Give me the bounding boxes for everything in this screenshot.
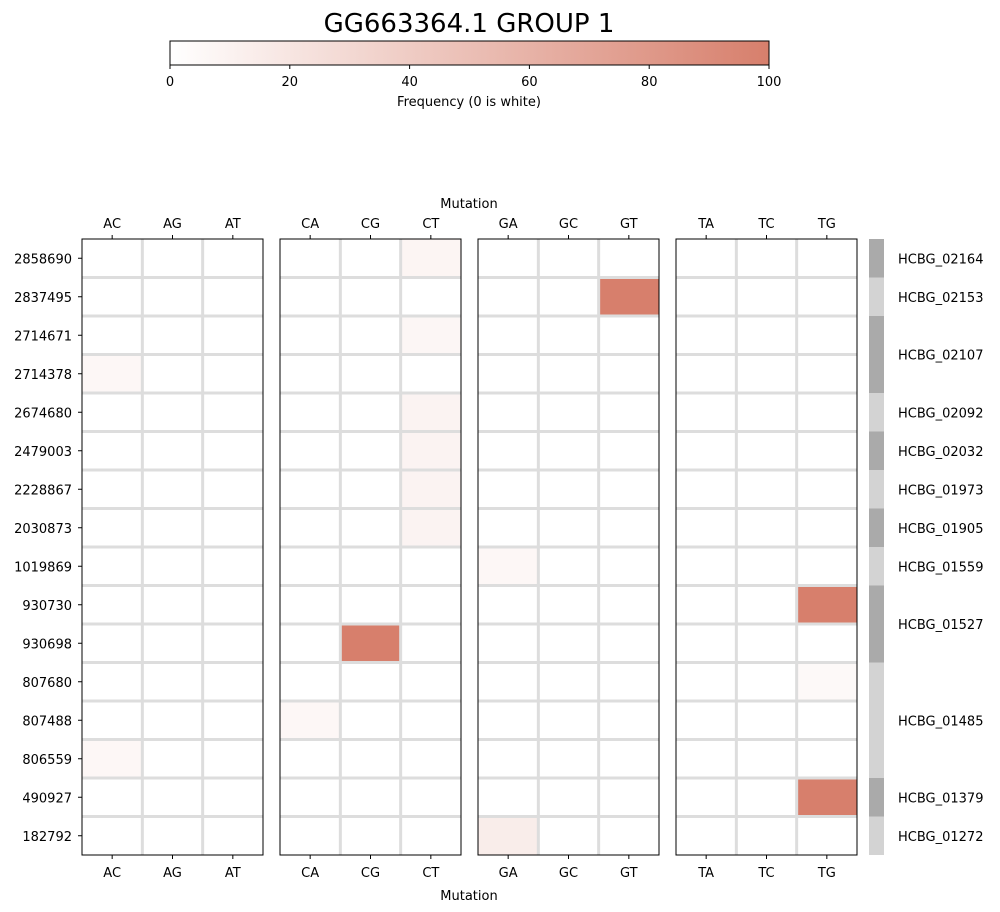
heatmap-cell: [340, 624, 401, 663]
gene-label: HCBG_02032: [898, 445, 983, 460]
y-tick-label: 806559: [22, 753, 72, 768]
x-axis-label-bottom: Mutation: [440, 889, 497, 904]
x-tick-label-top: CT: [422, 217, 439, 232]
x-tick-label-top: GC: [559, 217, 578, 232]
heatmap-panel: GA GA GC GC GT GT: [477, 217, 660, 881]
gene-label: HCBG_01272: [898, 830, 983, 845]
y-tick-label: 2030873: [14, 522, 72, 537]
x-tick-label-bottom: TA: [697, 866, 714, 881]
gene-label: HCBG_01559: [898, 560, 983, 575]
x-tick-label-top: CA: [301, 217, 319, 232]
heatmap-cell: [400, 470, 461, 509]
heatmap-cell: [82, 354, 143, 393]
gene-label: HCBG_02107: [898, 349, 983, 364]
gene-band: [869, 662, 884, 778]
y-tick-label: 2837495: [14, 291, 72, 306]
heatmap-cell: [796, 662, 857, 701]
heatmap-cell: [400, 393, 461, 432]
heatmap-cell: [796, 778, 857, 817]
chart-title: GG663364.1 GROUP 1: [324, 9, 615, 39]
colorbar-tick-label: 0: [166, 75, 174, 90]
y-tick-label: 182792: [22, 830, 72, 845]
gene-band: [869, 431, 884, 470]
heatmap-cell: [478, 547, 539, 586]
gene-label: HCBG_01379: [898, 791, 983, 806]
heatmap-panel: CA CA CG CG CT CT: [279, 217, 462, 881]
y-tick-label: 2479003: [14, 445, 72, 460]
heatmap-cell: [796, 585, 857, 624]
gene-band: [869, 508, 884, 547]
gene-label: HCBG_02164: [898, 252, 983, 267]
heatmap-cell: [478, 816, 539, 855]
heatmap-cell: [400, 431, 461, 470]
x-tick-label-top: CG: [361, 217, 380, 232]
gene-band: [869, 316, 884, 393]
y-tick-label: 807680: [22, 676, 72, 691]
heatmap-cell: [82, 739, 143, 778]
x-tick-label-top: TG: [817, 217, 836, 232]
heatmap-panel: TA TA TC TC TG TG: [675, 217, 858, 881]
y-tick-label: 2858690: [14, 252, 72, 267]
x-tick-label-bottom: GT: [620, 866, 638, 881]
gene-label: HCBG_01905: [898, 522, 983, 537]
gene-band: [869, 585, 884, 663]
x-tick-label-top: TA: [697, 217, 714, 232]
x-tick-label-bottom: TC: [757, 866, 774, 881]
y-tick-label: 490927: [22, 791, 72, 806]
gene-band: [869, 547, 884, 586]
y-tick-label: 2674680: [14, 406, 72, 421]
colorbar-tick-label: 40: [401, 75, 418, 90]
x-tick-label-top: GA: [499, 217, 518, 232]
x-tick-label-top: TC: [757, 217, 774, 232]
heatmap-panel: AC AC AG AG AT AT 2858690 2837495 2714671 2714378…: [14, 217, 264, 881]
gene-label: HCBG_02092: [898, 406, 983, 421]
heatmap-cell: [280, 701, 341, 740]
heatmap-cell: [598, 277, 659, 316]
gene-band: [869, 778, 884, 817]
colorbar-gradient: [169, 40, 770, 66]
y-tick-label: 930698: [22, 637, 72, 652]
x-tick-label-bottom: CA: [301, 866, 319, 881]
x-tick-label-bottom: CT: [422, 866, 439, 881]
heatmap-cell: [400, 508, 461, 547]
y-tick-label: 2714378: [14, 368, 72, 383]
x-tick-label-top: GT: [620, 217, 638, 232]
x-tick-label-bottom: AC: [103, 866, 121, 881]
x-tick-label-bottom: AT: [225, 866, 241, 881]
gene-band: [869, 277, 884, 316]
colorbar: 0 20 40 60 80 100 Frequency (0 is white): [166, 40, 782, 110]
x-tick-label-bottom: GC: [559, 866, 578, 881]
colorbar-tick-label: 100: [757, 75, 782, 90]
y-tick-label: 2228867: [14, 483, 72, 498]
colorbar-tick-label: 20: [282, 75, 299, 90]
colorbar-label: Frequency (0 is white): [397, 95, 541, 110]
gene-label: HCBG_01485: [898, 714, 983, 729]
heatmap-cell: [400, 239, 461, 278]
gene-band: [869, 239, 884, 278]
x-tick-label-bottom: GA: [499, 866, 518, 881]
y-tick-label: 807488: [22, 714, 72, 729]
x-axis-label-top: Mutation: [440, 197, 497, 212]
x-tick-label-bottom: AG: [163, 866, 182, 881]
x-tick-label-top: AG: [163, 217, 182, 232]
gene-label: HCBG_01527: [898, 618, 983, 633]
gene-band: [869, 470, 884, 509]
y-tick-label: 930730: [22, 599, 72, 614]
colorbar-tick-label: 60: [521, 75, 538, 90]
x-tick-label-top: AT: [225, 217, 241, 232]
colorbar-tick-label: 80: [641, 75, 658, 90]
heatmap-cell: [400, 316, 461, 355]
gene-label: HCBG_01973: [898, 483, 983, 498]
x-tick-label-bottom: CG: [361, 866, 380, 881]
gene-band: [869, 816, 884, 855]
x-tick-label-top: AC: [103, 217, 121, 232]
y-tick-label: 1019869: [14, 560, 72, 575]
y-tick-label: 2714671: [14, 329, 72, 344]
x-tick-label-bottom: TG: [817, 866, 836, 881]
gene-band: [869, 393, 884, 432]
gene-label: HCBG_02153: [898, 291, 983, 306]
